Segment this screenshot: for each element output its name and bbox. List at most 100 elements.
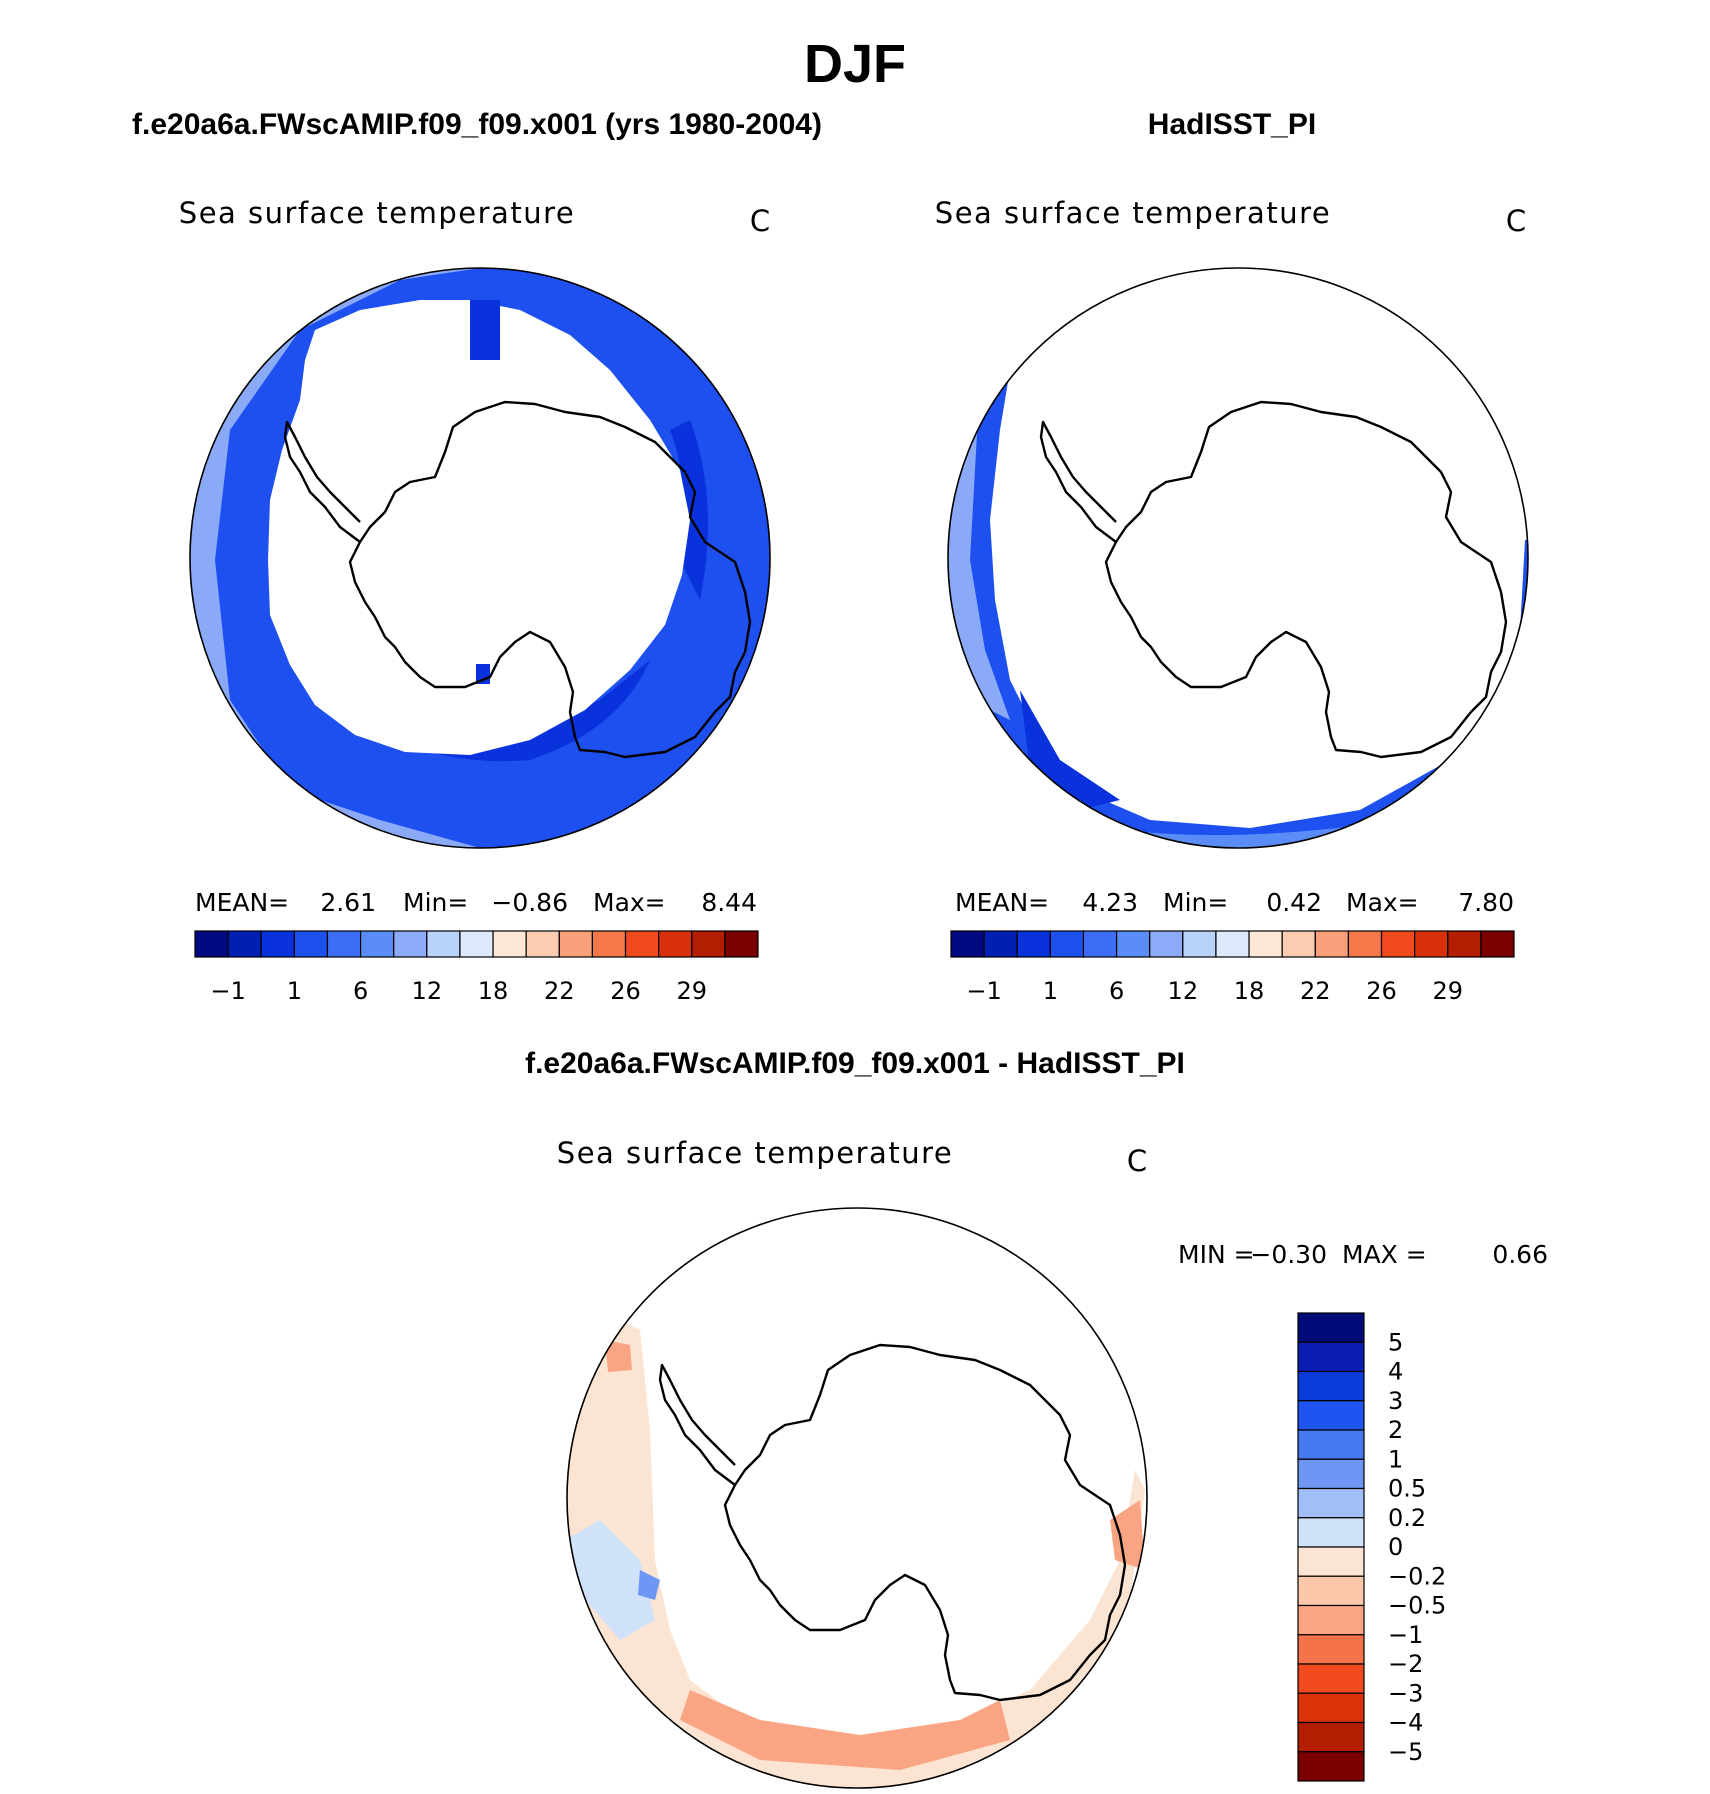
panel-model-header: f.e20a6a.FWscAMIP.f09_f09.x001 (yrs 1980…	[132, 108, 822, 141]
figure-title: DJF	[804, 34, 906, 94]
colorbar-swatch	[1049, 930, 1085, 958]
colorbar-swatch	[591, 930, 627, 958]
colorbar-tick-label: 2	[1388, 1416, 1403, 1444]
colorbar-tick-label: −1	[210, 977, 245, 1005]
colorbar-swatch	[1297, 1575, 1365, 1607]
colorbar-swatch	[525, 930, 560, 958]
colorbar-tick-label: 1	[1388, 1445, 1403, 1473]
sst-band-cold-east	[670, 420, 708, 600]
colorbar-tick-label: −0.5	[1388, 1592, 1446, 1620]
panel-diff-max-label: MAX =	[1342, 1240, 1427, 1269]
colorbar-swatch	[1297, 1341, 1365, 1373]
colorbar-swatch	[393, 930, 428, 958]
colorbar-swatch	[1297, 1370, 1365, 1402]
panel-diff-min-label: MIN =	[1178, 1240, 1255, 1269]
colorbar-swatch	[1480, 930, 1515, 958]
colorbar-tick-label: 22	[544, 977, 575, 1005]
colorbar-tick-label: −1	[1388, 1621, 1423, 1649]
panel-obs: HadISST_PI Sea surface temperature C MEA…	[935, 108, 1529, 1005]
panel-model-map	[190, 268, 770, 848]
colorbar-tick-label: 5	[1388, 1328, 1403, 1356]
panel-model-max-value: 8.44	[701, 888, 757, 917]
colorbar-tick-label: 0.5	[1388, 1475, 1426, 1503]
panel-diff-units: C	[1127, 1144, 1147, 1178]
colorbar-swatch	[950, 930, 985, 958]
colorbar-swatch	[1297, 1634, 1365, 1665]
colorbar-tick-label: 29	[676, 977, 707, 1005]
colorbar-tick-label: 12	[412, 977, 443, 1005]
colorbar-swatch	[1248, 930, 1283, 958]
colorbar-swatch	[1297, 1400, 1365, 1431]
colorbar-swatch	[326, 930, 362, 958]
panel-model-units: C	[750, 204, 770, 238]
panel-obs-colorbar: −1 1 6 12 18 22 26 29	[950, 930, 1515, 1005]
panel-diff-max-value: 0.66	[1492, 1240, 1548, 1269]
panel-obs-min-label: Min=	[1163, 888, 1228, 917]
panel-obs-units: C	[1506, 204, 1526, 238]
colorbar-swatch	[293, 930, 329, 958]
colorbar-swatch	[1447, 930, 1482, 958]
colorbar-swatch	[1297, 1721, 1365, 1753]
colorbar-tick-label: 26	[610, 977, 641, 1005]
obs-map-background	[948, 268, 1528, 848]
panel-obs-max-value: 7.80	[1458, 888, 1514, 917]
panel-model: f.e20a6a.FWscAMIP.f09_f09.x001 (yrs 1980…	[132, 108, 822, 1005]
colorbar-swatch	[260, 930, 295, 958]
colorbar-tick-label: 22	[1300, 977, 1331, 1005]
colorbar-swatch	[1297, 1692, 1365, 1724]
colorbar-swatch	[1182, 930, 1217, 958]
colorbar-swatch	[1297, 1312, 1365, 1343]
colorbar-tick-label: −1	[966, 977, 1001, 1005]
colorbar-swatch	[1215, 930, 1250, 958]
colorbar-tick-label: 26	[1366, 977, 1397, 1005]
colorbar-swatch	[1347, 930, 1383, 958]
colorbar-tick-label: 12	[1168, 977, 1199, 1005]
panel-obs-max-label: Max=	[1346, 888, 1419, 917]
colorbar-tick-label: 6	[353, 977, 368, 1005]
colorbar-swatch	[1297, 1487, 1365, 1519]
colorbar-tick-label: 1	[1043, 977, 1058, 1005]
colorbar-swatch	[1297, 1604, 1365, 1636]
panel-model-mean-label: MEAN=	[195, 888, 289, 917]
colorbar-swatch	[194, 930, 229, 958]
diff-band-warm-west	[605, 1340, 632, 1372]
panel-model-colorbar: −1 1 6 12 18 22 26 29	[194, 930, 759, 1005]
panel-obs-header: HadISST_PI	[1148, 108, 1316, 141]
colorbar-swatch	[1297, 1751, 1365, 1782]
colorbar-swatch	[426, 930, 461, 958]
colorbar-swatch	[1297, 1517, 1365, 1548]
diff-band-warm-south	[680, 1690, 1010, 1770]
colorbar-tick-label: 29	[1432, 977, 1463, 1005]
colorbar-swatch	[459, 930, 494, 958]
panel-obs-min-value: 0.42	[1266, 888, 1322, 917]
colorbar-swatch	[1380, 930, 1416, 958]
colorbar-swatch	[724, 930, 759, 958]
colorbar-swatch	[1297, 1663, 1365, 1694]
colorbar-swatch	[1082, 930, 1118, 958]
panel-model-map-outline	[189, 267, 771, 849]
diff-band-cool-patch	[638, 1570, 660, 1600]
diff-map-background	[567, 1208, 1147, 1788]
colorbar-tick-label: −5	[1388, 1738, 1423, 1766]
colorbar-tick-label: −3	[1388, 1679, 1423, 1707]
panel-obs-mean-label: MEAN=	[955, 888, 1049, 917]
colorbar-tick-label: 18	[478, 977, 509, 1005]
panel-diff: f.e20a6a.FWscAMIP.f09_f09.x001 - HadISST…	[525, 1047, 1548, 1789]
colorbar-tick-label: −0.2	[1388, 1562, 1446, 1590]
colorbar-swatch	[492, 930, 527, 958]
sst-patch	[470, 300, 500, 360]
panel-diff-variable: Sea surface temperature	[557, 1136, 953, 1170]
panel-diff-map	[567, 1208, 1147, 1788]
colorbar-swatch	[1414, 930, 1449, 958]
colorbar-tick-label: 6	[1109, 977, 1124, 1005]
colorbar-swatch	[1297, 1458, 1365, 1490]
panel-diff-min-value: −0.30	[1250, 1240, 1327, 1269]
sst-band-main	[948, 370, 1528, 848]
colorbar-tick-label: 18	[1234, 977, 1265, 1005]
colorbar-swatch	[658, 930, 693, 958]
panel-obs-mean-value: 4.23	[1082, 888, 1138, 917]
panel-model-max-label: Max=	[593, 888, 666, 917]
colorbar-swatch	[1115, 930, 1151, 958]
